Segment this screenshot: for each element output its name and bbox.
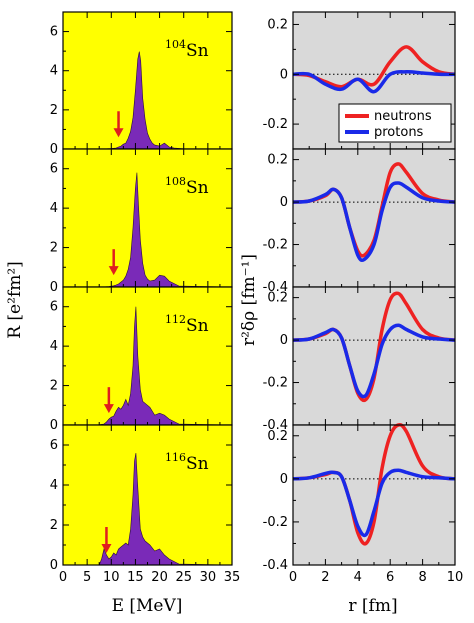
- right-ytick-label: 0: [280, 472, 288, 487]
- right-ytick-label: 0.2: [267, 153, 288, 168]
- legend-label-protons: protons: [374, 125, 424, 140]
- right-xtick-label: 8: [418, 570, 426, 585]
- right-ytick-label: -0.2: [263, 238, 288, 253]
- plot-background: [63, 425, 232, 565]
- plot-background: [63, 12, 232, 149]
- plot-background: [63, 149, 232, 287]
- left-ytick-label: 0: [50, 558, 58, 573]
- isotope-label: 112Sn: [165, 313, 209, 336]
- plot-background: [293, 149, 455, 287]
- right-ytick-label: -0.2: [263, 515, 288, 530]
- right-ytick-label: 0.2: [267, 429, 288, 444]
- left-xtick-label: 10: [103, 570, 120, 585]
- right-ytick-label: 0: [280, 67, 288, 82]
- arrow-head: [108, 266, 119, 276]
- panel-strength-116Sn: 116Sn 0 2 4 6 0 5 10 15 20 25 30 35: [50, 424, 241, 585]
- right-xtick-label: 2: [321, 570, 329, 585]
- left-xtick-label: 5: [83, 570, 91, 585]
- left-xtick-label: 20: [151, 570, 168, 585]
- panel-density-116Sn: -0.4 -0.2 0 0.2 0 2 4 6 8 10: [263, 423, 464, 585]
- series-line-protons: [292, 70, 456, 94]
- left-ytick-label: 4: [50, 478, 58, 493]
- arrow-head: [113, 128, 124, 138]
- isotope-label: 116Sn: [165, 451, 209, 474]
- legend-box: [338, 103, 452, 143]
- left-ytick-label: 6: [50, 300, 58, 315]
- right-x-axis-label: r [fm]: [348, 596, 397, 616]
- right-xtick-label: 10: [447, 570, 464, 585]
- arrow-head: [103, 404, 114, 414]
- strength-distribution: [63, 51, 233, 150]
- right-ytick-label: 0.2: [267, 17, 288, 32]
- left-ytick-label: 6: [50, 162, 58, 177]
- right-xtick-label: 6: [386, 570, 394, 585]
- left-xtick-label: 25: [175, 570, 192, 585]
- left-y-axis-label: R [e²fm²]: [5, 261, 25, 339]
- left-xtick-label: 35: [224, 570, 241, 585]
- left-ytick-label: 2: [50, 241, 58, 256]
- left-ytick-label: 0: [50, 142, 58, 157]
- strength-distribution: [63, 452, 233, 566]
- left-ytick-label: 4: [50, 64, 58, 79]
- panel-strength-108Sn: 108Sn 0 2 4 6: [50, 148, 233, 295]
- left-ytick-label: 4: [50, 201, 58, 216]
- panel-strength-104Sn: 104Sn 0 2 4 6: [50, 11, 233, 157]
- series-line-protons: [292, 181, 456, 263]
- right-xtick-label: 0: [289, 570, 297, 585]
- left-ytick-label: 6: [50, 438, 58, 453]
- right-ytick-label: 0.2: [267, 291, 288, 306]
- left-ytick-label: 0: [50, 280, 58, 295]
- right-xtick-label: 4: [354, 570, 362, 585]
- plot-frame: [62, 424, 233, 566]
- isotope-label: 108Sn: [165, 175, 209, 198]
- legend-label-neutrons: neutrons: [374, 109, 432, 124]
- left-ytick-label: 2: [50, 379, 58, 394]
- left-ytick-label: 2: [50, 518, 58, 533]
- strength-distribution: [63, 172, 233, 288]
- strength-distribution: [63, 306, 233, 426]
- panel-strength-112Sn: 112Sn 0 2 4 6: [50, 286, 233, 433]
- plot-frame: [292, 424, 456, 566]
- left-ytick-label: 2: [50, 103, 58, 118]
- left-ytick-label: 0: [50, 418, 58, 433]
- series-line-protons: [292, 468, 456, 538]
- arrow-head: [101, 544, 112, 553]
- plot-background: [293, 425, 455, 565]
- right-ytick-label: -0.2: [263, 376, 288, 391]
- left-xtick-label: 0: [59, 570, 67, 585]
- left-xtick-label: 30: [200, 570, 217, 585]
- plot-background: [293, 287, 455, 425]
- right-ytick-label: 0: [280, 333, 288, 348]
- panel-density-112Sn: -0.4 -0.2 0 0.2: [263, 286, 456, 433]
- right-ytick-label: -0.4: [263, 418, 288, 433]
- series-line-protons: [292, 323, 456, 399]
- right-ytick-label: -0.2: [263, 117, 288, 132]
- plot-background: [63, 287, 232, 425]
- left-ytick-label: 4: [50, 339, 58, 354]
- right-ytick-label: 0: [280, 195, 288, 210]
- left-xtick-label: 15: [127, 570, 144, 585]
- right-ytick-label: -0.4: [263, 558, 288, 573]
- right-ytick-label: -0.4: [263, 280, 288, 295]
- panel-density-108Sn: -0.4 -0.2 0 0.2: [263, 148, 456, 295]
- right-y-axis-label: r²δρ [fm⁻¹]: [239, 254, 259, 346]
- legend: neutrons protons: [338, 103, 452, 143]
- isotope-label: 104Sn: [165, 38, 209, 61]
- left-x-axis-label: E [MeV]: [112, 596, 183, 616]
- left-ytick-label: 6: [50, 25, 58, 40]
